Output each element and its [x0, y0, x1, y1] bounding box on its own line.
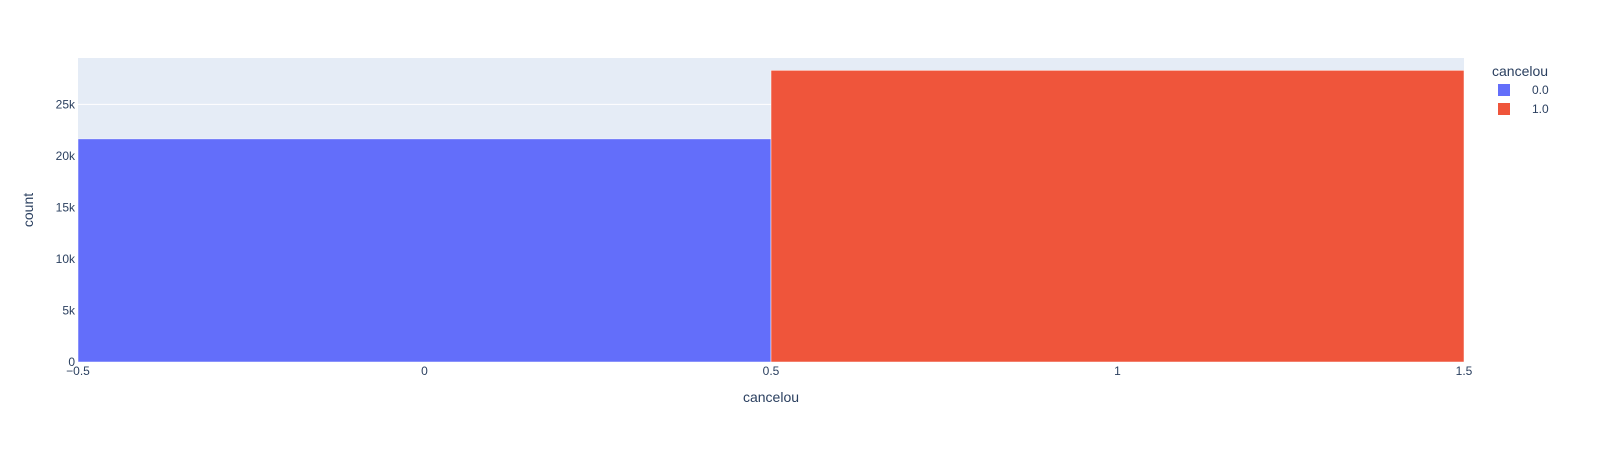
- legend-label[interactable]: 0.0: [1532, 83, 1549, 97]
- histogram-bar-0-0[interactable]: [77, 138, 772, 363]
- y-tick-label: 0: [68, 355, 75, 369]
- x-tick-label: 1.5: [1456, 364, 1473, 378]
- x-axis-title: cancelou: [743, 389, 799, 405]
- y-axis-title: count: [20, 193, 36, 227]
- x-tick-label: 0.5: [763, 364, 780, 378]
- y-tick-label: 20k: [56, 149, 76, 163]
- x-axis: −0.5 0 0.5 1 1.5: [66, 364, 1473, 378]
- x-tick-label: 0: [421, 364, 428, 378]
- legend: cancelou 0.0 1.0: [1492, 63, 1549, 116]
- legend-label[interactable]: 1.0: [1532, 102, 1549, 116]
- x-tick-label: 1: [1114, 364, 1121, 378]
- legend-swatch[interactable]: [1498, 84, 1510, 96]
- histogram-bar-1-0[interactable]: [770, 70, 1465, 363]
- y-tick-label: 10k: [56, 252, 76, 266]
- x-tick-label: −0.5: [66, 364, 90, 378]
- legend-swatch[interactable]: [1498, 103, 1510, 115]
- y-tick-label: 5k: [62, 303, 76, 317]
- y-tick-label: 25k: [56, 97, 76, 111]
- y-axis: 0 5k 10k 15k 20k 25k: [56, 97, 76, 369]
- legend-title: cancelou: [1492, 63, 1548, 79]
- bars: [77, 70, 1465, 363]
- y-tick-label: 15k: [56, 200, 76, 214]
